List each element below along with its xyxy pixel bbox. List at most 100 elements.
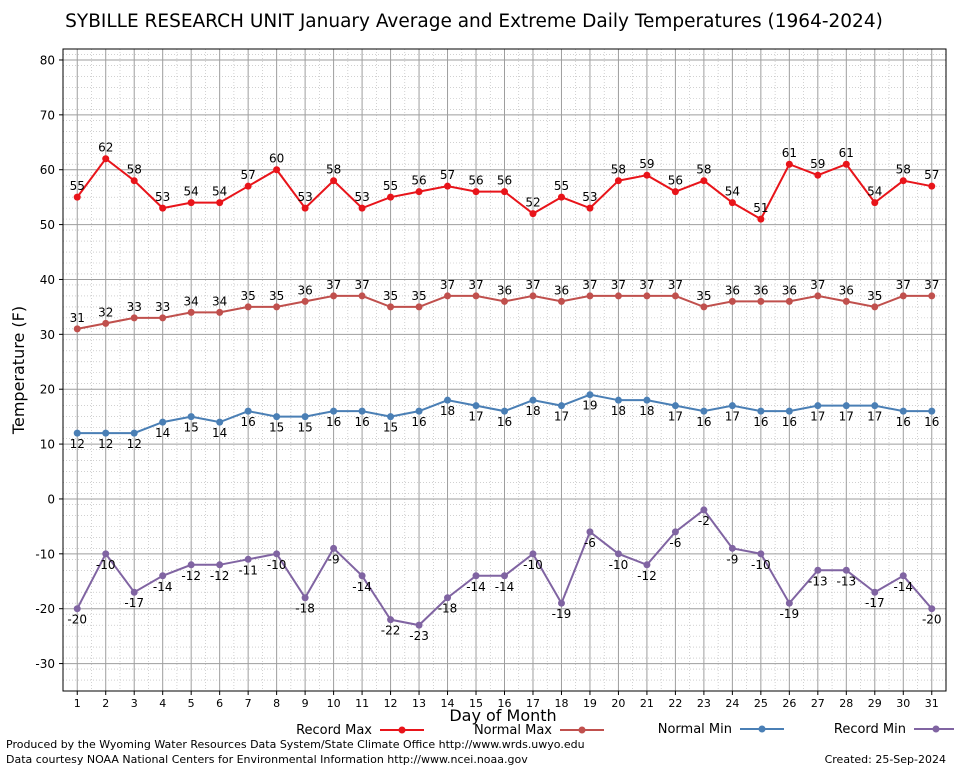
y-tick-label: 40 bbox=[40, 273, 55, 287]
data-point bbox=[159, 314, 167, 322]
data-point bbox=[216, 418, 224, 426]
data-label: 35 bbox=[696, 289, 711, 303]
legend-label: Record Max bbox=[296, 723, 372, 738]
data-label: 15 bbox=[269, 421, 284, 435]
y-tick-label: 50 bbox=[40, 218, 55, 232]
data-point bbox=[842, 160, 850, 168]
data-label: 16 bbox=[241, 415, 256, 429]
data-point bbox=[130, 314, 138, 322]
data-point bbox=[700, 407, 708, 415]
data-point bbox=[643, 396, 651, 404]
data-point bbox=[842, 402, 850, 410]
data-point bbox=[614, 292, 622, 300]
x-tick-label: 22 bbox=[668, 697, 682, 710]
legend-label: Record Min bbox=[834, 722, 906, 737]
data-label: 37 bbox=[440, 278, 455, 292]
data-label: 56 bbox=[411, 174, 426, 188]
data-label: -6 bbox=[584, 536, 596, 550]
data-label: 54 bbox=[184, 185, 199, 199]
x-tick-label: 19 bbox=[583, 697, 597, 710]
legend: Record Max Normal Max Normal Min Record Min bbox=[296, 722, 954, 738]
y-axis-label: Temperature (F) bbox=[9, 306, 28, 435]
data-label: 59 bbox=[810, 157, 825, 171]
data-point bbox=[301, 413, 309, 421]
data-point bbox=[301, 204, 309, 212]
data-label: 61 bbox=[782, 146, 797, 160]
data-point bbox=[472, 188, 480, 196]
data-point bbox=[928, 407, 936, 415]
data-point bbox=[785, 407, 793, 415]
x-tick-label: 17 bbox=[526, 697, 540, 710]
data-point bbox=[387, 303, 395, 311]
x-tick-label: 3 bbox=[131, 697, 138, 710]
data-label: -22 bbox=[381, 624, 401, 638]
data-point bbox=[472, 292, 480, 300]
data-point bbox=[728, 402, 736, 410]
footer-created-date: Created: 25-Sep-2024 bbox=[825, 753, 946, 766]
data-point bbox=[586, 391, 594, 399]
data-label: 36 bbox=[297, 283, 312, 297]
data-point bbox=[785, 160, 793, 168]
data-label: -10 bbox=[523, 558, 543, 572]
x-tick-label: 10 bbox=[327, 697, 341, 710]
data-label: -6 bbox=[669, 536, 681, 550]
data-label: 17 bbox=[668, 410, 683, 424]
x-tick-label: 9 bbox=[302, 697, 309, 710]
data-point bbox=[586, 528, 594, 536]
data-point bbox=[671, 188, 679, 196]
data-label: 59 bbox=[639, 157, 654, 171]
data-label: 18 bbox=[611, 404, 626, 418]
y-tick-label: -30 bbox=[35, 657, 55, 671]
data-point bbox=[102, 155, 110, 163]
data-label: 56 bbox=[497, 174, 512, 188]
data-point bbox=[871, 588, 879, 596]
data-label: 19 bbox=[582, 399, 597, 413]
data-label: -14 bbox=[466, 580, 486, 594]
data-point bbox=[700, 506, 708, 514]
data-label: 62 bbox=[98, 141, 113, 155]
data-label: 58 bbox=[696, 163, 711, 177]
data-point bbox=[330, 177, 338, 185]
data-label: 60 bbox=[269, 152, 284, 166]
data-label: -9 bbox=[328, 552, 340, 566]
data-point bbox=[216, 561, 224, 569]
data-point bbox=[557, 599, 565, 607]
data-label: 31 bbox=[70, 311, 85, 325]
data-point bbox=[899, 177, 907, 185]
x-tick-label: 26 bbox=[782, 697, 796, 710]
data-point bbox=[757, 297, 765, 305]
data-label: 35 bbox=[269, 289, 284, 303]
x-tick-label: 6 bbox=[216, 697, 223, 710]
y-tick-label: 10 bbox=[40, 438, 55, 452]
legend-swatch-marker bbox=[398, 726, 406, 734]
data-label: 37 bbox=[468, 278, 483, 292]
data-label: 55 bbox=[383, 179, 398, 193]
data-label: 37 bbox=[582, 278, 597, 292]
data-point bbox=[643, 292, 651, 300]
y-tick-label: -10 bbox=[35, 547, 55, 561]
data-label: 57 bbox=[241, 168, 256, 182]
data-label: 17 bbox=[867, 410, 882, 424]
data-point bbox=[216, 199, 224, 207]
data-point bbox=[671, 292, 679, 300]
data-point bbox=[586, 292, 594, 300]
data-label: 18 bbox=[440, 404, 455, 418]
data-point bbox=[273, 166, 281, 174]
x-tick-label: 29 bbox=[868, 697, 882, 710]
grid bbox=[63, 49, 946, 692]
data-label: -20 bbox=[67, 613, 87, 627]
data-point bbox=[557, 193, 565, 201]
data-point bbox=[671, 528, 679, 536]
data-point bbox=[330, 544, 338, 552]
data-point bbox=[73, 193, 81, 201]
data-label: 36 bbox=[554, 283, 569, 297]
x-tick-label: 13 bbox=[412, 697, 426, 710]
data-label: 37 bbox=[668, 278, 683, 292]
data-label: 16 bbox=[326, 415, 341, 429]
data-point bbox=[700, 177, 708, 185]
y-tick-label: -20 bbox=[35, 602, 55, 616]
data-label: 34 bbox=[184, 294, 199, 308]
series-record-max: 55 62 58 53 54 54 57 60 53 58 53 55 56 57 56 56 52 55 53 58… bbox=[70, 141, 939, 223]
